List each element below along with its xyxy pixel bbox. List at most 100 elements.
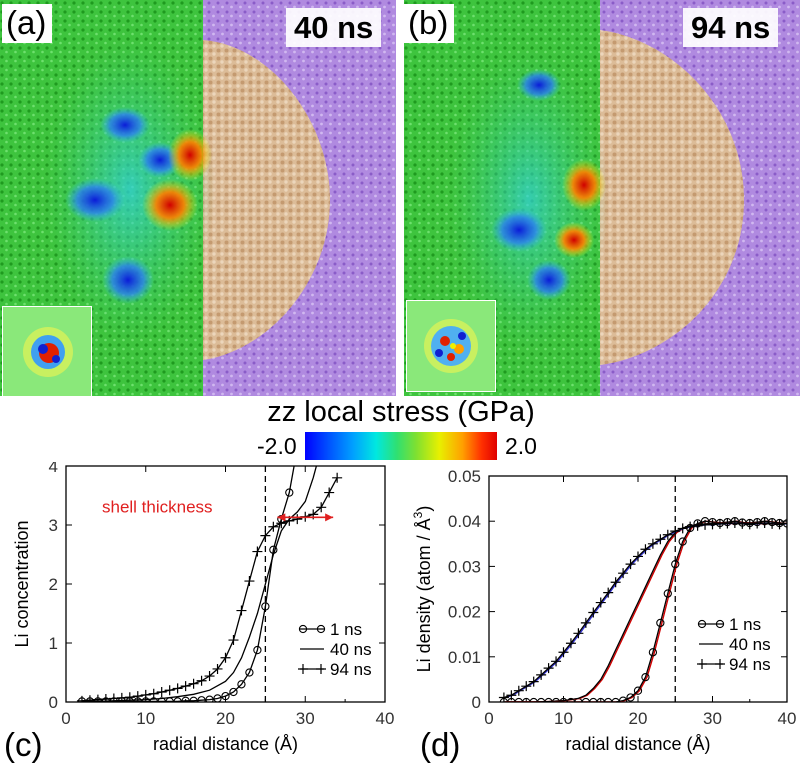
chart-c-point-1ns: [205, 695, 214, 702]
chart-c-annotation-arrowhead-left: [277, 513, 286, 522]
chart-c-point-94ns: [244, 576, 255, 587]
chart-d-ytick-label: 0.03: [448, 557, 481, 576]
chart-d-legend-marker-94ns: [697, 659, 707, 669]
chart-c-xlabel: radial distance (Å): [153, 734, 298, 754]
chart-c-ytick-label: 1: [49, 634, 58, 653]
chart-d-svg: 0 10 20 30 40 0 0.01 0.02 0.03 0.04 0.05 radial dis…: [411, 467, 797, 754]
chart-d-legend-label: 94 ns: [729, 655, 771, 674]
chart-d-point-94ns: [610, 577, 621, 588]
chart-d-legend-marker-1ns: [697, 619, 707, 629]
chart-c-legend-marker-1ns: [298, 624, 308, 634]
chart-c-point-94ns: [220, 652, 231, 663]
chart-c-ytick-label: 3: [49, 516, 58, 535]
chart-c: 0 10 20 30 40 0 1 2 3 4 radial distance (Å) Li conc…: [0, 457, 400, 767]
stress-inset-94ns: [406, 300, 496, 392]
chart-c-point-94ns: [276, 518, 287, 529]
chart-c-point-94ns: [292, 514, 303, 525]
chart-c-point-94ns: [172, 683, 183, 694]
stress-inset-94ns-map: [407, 301, 495, 391]
chart-c-point-1ns: [173, 697, 182, 702]
stress-inset-40ns-map: [3, 307, 91, 396]
chart-d-point-94ns: [603, 587, 614, 598]
colorbar-title: zz local stress (GPa): [267, 396, 535, 428]
time-label-a: 40 ns: [286, 8, 382, 47]
chart-d-point-94ns: [685, 521, 696, 532]
chart-c-point-1ns: [229, 687, 238, 697]
chart-d-ylabel-text: Li density (atom / Å: [414, 518, 434, 672]
chart-d-point-1ns: [641, 672, 650, 682]
chart-c-legend-marker-94ns: [316, 664, 326, 674]
chart-d-point-94ns: [498, 692, 509, 702]
chart-c-ylabel-text: Li concentration: [12, 520, 32, 647]
chart-c-point-94ns: [188, 678, 199, 689]
colorbar-max-label: 2.0: [505, 433, 537, 459]
chart-c-xtick-label: 30: [296, 709, 315, 728]
chart-c-svg: 0 10 20 30 40 0 1 2 3 4 radial distance (Å) Li conc…: [12, 457, 394, 754]
chart-d-point-94ns: [729, 518, 740, 529]
chart-c-series-group: [76, 466, 343, 702]
panel-label-a: (a): [2, 4, 53, 43]
time-label-b: 94 ns: [683, 8, 779, 47]
chart-d-point-94ns: [558, 647, 569, 658]
chart-d-ytick-label: 0.05: [448, 467, 481, 486]
chart-d-point-1ns: [648, 648, 658, 657]
chart-c-point-1ns: [189, 696, 198, 702]
chart-c-point-94ns: [252, 546, 263, 557]
chart-d-point-94ns: [662, 529, 673, 540]
chart-c-point-1ns: [245, 668, 254, 677]
chart-d-point-94ns: [513, 685, 524, 696]
chart-d-xlabel: radial distance (Å): [565, 734, 710, 754]
chart-d-legend-label: 40 ns: [729, 635, 771, 654]
chart-d: 0 10 20 30 40 0 0.01 0.02 0.03 0.04 0.05 radial dis…: [400, 462, 802, 767]
chart-d-ylabel-close: ): [414, 506, 434, 512]
chart-c-point-1ns: [213, 694, 222, 702]
chart-d-point-94ns: [625, 559, 636, 570]
chart-d-point-94ns: [506, 690, 517, 701]
chart-d-xtick-label: 40: [778, 709, 797, 728]
chart-d-ytick-label: 0: [472, 693, 481, 712]
chart-c-point-94ns: [324, 487, 335, 498]
chart-c-ytick-label: 0: [49, 693, 58, 712]
chart-c-point-1ns: [221, 691, 230, 701]
chart-c-legend-label: 94 ns: [330, 660, 372, 679]
chart-c-point-94ns: [124, 692, 135, 702]
chart-d-point-94ns: [565, 638, 576, 649]
chart-c-xtick-label: 10: [136, 709, 155, 728]
chart-d-ytick-label: 0.02: [448, 603, 481, 622]
chart-c-point-94ns: [140, 689, 151, 700]
chart-d-xtick-label: 30: [703, 709, 722, 728]
chart-c-legend-label: 1 ns: [330, 620, 362, 639]
chart-d-ylabel-sup: 3: [411, 511, 425, 518]
chart-d-legend-marker-94ns: [715, 659, 725, 669]
chart-d-ylabel: Li density (atom / Å3): [411, 506, 434, 673]
chart-c-annotation: shell thickness: [102, 497, 213, 516]
chart-d-point-94ns: [588, 607, 599, 618]
chart-c-point-94ns: [260, 530, 271, 541]
chart-d-xtick-label: 10: [554, 709, 573, 728]
chart-d-point-94ns: [677, 523, 688, 534]
chart-c-point-1ns: [253, 645, 262, 655]
stress-inset-40ns: [2, 306, 92, 396]
panel-label-b: (b): [404, 4, 455, 43]
chart-d-point-94ns: [633, 551, 643, 562]
chart-d-point-94ns: [744, 519, 755, 530]
snapshot-94ns-render: [404, 0, 800, 396]
colorbar: [305, 432, 497, 460]
chart-d-legend-label: 1 ns: [729, 615, 761, 634]
chart-c-point-94ns: [180, 681, 191, 692]
chart-c-point-1ns: [157, 697, 166, 702]
chart-d-point-94ns: [573, 628, 584, 639]
chart-d-point-94ns: [774, 519, 785, 530]
chart-c-point-1ns: [197, 696, 206, 702]
chart-c-xtick-label: 0: [61, 709, 70, 728]
chart-d-point-94ns: [543, 663, 554, 674]
chart-c-point-94ns: [164, 685, 175, 696]
chart-c-ytick-label: 2: [49, 575, 58, 594]
chart-d-point-94ns: [528, 676, 539, 687]
chart-d-xtick-label: 0: [484, 709, 493, 728]
chart-c-point-94ns: [236, 605, 247, 616]
chart-c-point-94ns: [332, 472, 343, 483]
chart-d-ytick-label: 0.04: [448, 512, 481, 531]
chart-c-legend-marker-94ns: [298, 664, 308, 674]
chart-c-point-1ns: [285, 488, 294, 497]
